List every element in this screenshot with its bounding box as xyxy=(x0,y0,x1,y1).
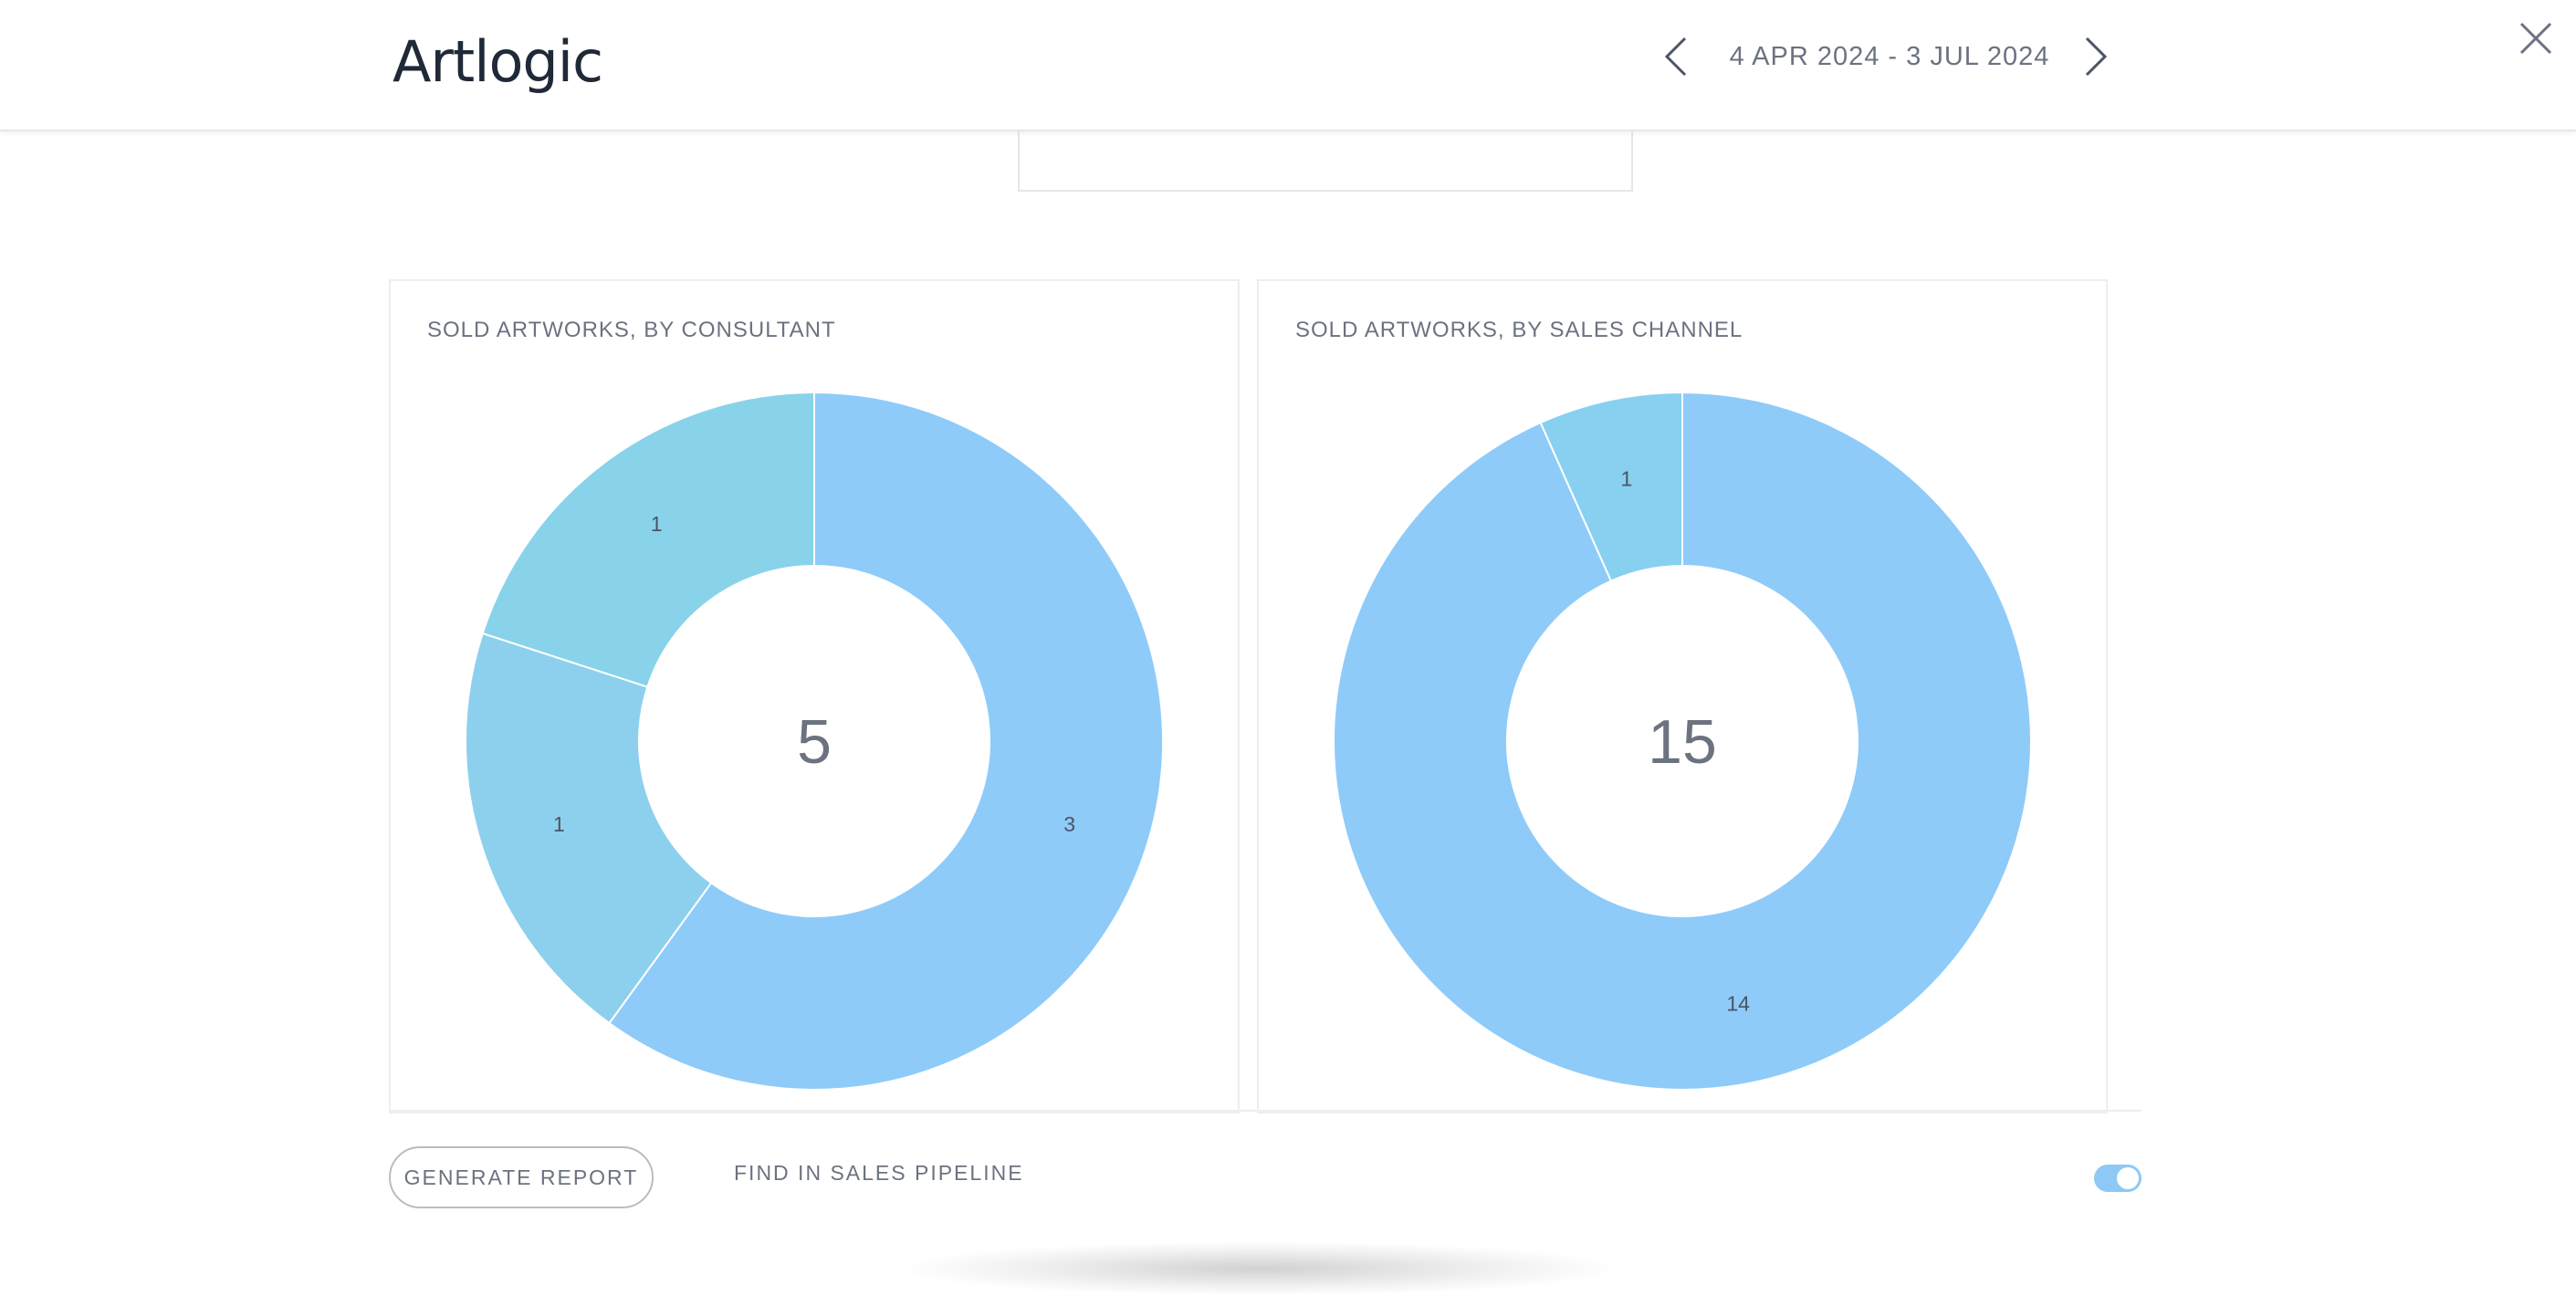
toggle-knob xyxy=(2117,1167,2139,1189)
slice-value-label: 1 xyxy=(651,512,663,536)
slice-value-label: 1 xyxy=(553,812,565,836)
donut-slice[interactable] xyxy=(608,391,1164,1091)
consultant-donut-chart: 3 1 1 5 xyxy=(465,391,1164,1091)
chart-title: SOLD ARTWORKS, BY SALES CHANNEL xyxy=(1295,318,1744,342)
artlogic-logo: Artlogic xyxy=(393,28,603,95)
donut-slice[interactable] xyxy=(465,632,713,1025)
donut-center-total: 15 xyxy=(1648,707,1717,777)
date-range-label: 4 APR 2024 - 3 JUL 2024 xyxy=(1729,42,2050,71)
chart-title: SOLD ARTWORKS, BY CONSULTANT xyxy=(427,318,836,342)
consultant-chart-card: SOLD ARTWORKS, BY CONSULTANT 3 1 1 5 xyxy=(389,279,1240,1113)
slice-value-label: 3 xyxy=(1063,812,1075,836)
chevron-right-icon[interactable] xyxy=(2078,33,2114,80)
donut-slice[interactable] xyxy=(1333,391,2033,1091)
find-in-sales-pipeline-link[interactable]: FIND IN SALES PIPELINE xyxy=(734,1161,1024,1185)
chevron-left-icon[interactable] xyxy=(1658,33,1694,80)
donut-slice[interactable] xyxy=(481,391,815,688)
sales-channel-donut-chart: 14 1 15 xyxy=(1333,391,2033,1091)
bottom-shadow xyxy=(895,1241,1625,1296)
sales-channel-chart-card: SOLD ARTWORKS, BY SALES CHANNEL 14 1 15 xyxy=(1257,279,2108,1113)
slice-value-label: 1 xyxy=(1620,466,1632,490)
donut-center-total: 5 xyxy=(797,707,832,777)
generate-report-button[interactable]: GENERATE REPORT xyxy=(389,1146,654,1208)
close-icon[interactable] xyxy=(2518,20,2554,57)
donut-slice[interactable] xyxy=(1539,391,1683,582)
toggle-switch[interactable] xyxy=(2094,1165,2141,1192)
top-bar: Artlogic 4 APR 2024 - 3 JUL 2024 xyxy=(0,0,2576,131)
divider xyxy=(389,1110,2141,1112)
slice-value-label: 14 xyxy=(1726,992,1750,1016)
